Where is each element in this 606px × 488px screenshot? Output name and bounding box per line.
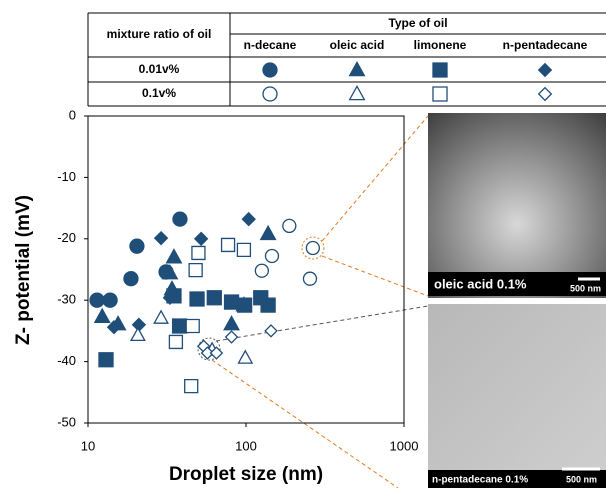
y-tick-label: 0 — [69, 107, 76, 122]
micrograph — [428, 113, 606, 298]
point — [242, 213, 255, 226]
point — [190, 292, 204, 306]
image-caption: n-pentadecane 0.1% — [432, 475, 528, 486]
point — [95, 309, 110, 322]
y-tick-label: -20 — [57, 230, 76, 245]
y-tick-label: -50 — [57, 414, 76, 429]
legend-marker — [433, 87, 447, 101]
image-caption: oleic acid 0.1% — [434, 276, 527, 291]
legend-oil: oleic acid — [330, 38, 385, 52]
legend-marker — [539, 88, 552, 101]
legend-marker — [539, 64, 552, 77]
legend-oil: limonene — [414, 38, 467, 52]
legend-marker — [350, 62, 365, 75]
point — [265, 325, 277, 337]
point — [306, 242, 319, 255]
point — [192, 246, 205, 259]
point — [238, 298, 252, 312]
y-tick-label: -30 — [57, 292, 76, 307]
micrograph — [428, 304, 606, 488]
point — [99, 353, 113, 367]
x-tick-label: 10 — [81, 438, 95, 453]
point — [130, 239, 144, 253]
callout-line — [322, 256, 428, 296]
legend-marker — [433, 63, 447, 77]
point — [303, 272, 316, 285]
point — [90, 293, 104, 307]
point — [283, 219, 296, 232]
point — [225, 295, 239, 309]
legend-marker — [350, 86, 365, 99]
point — [255, 264, 268, 277]
point — [189, 264, 202, 277]
point — [173, 212, 187, 226]
point — [103, 293, 117, 307]
point — [185, 380, 198, 393]
point — [131, 328, 145, 340]
point — [186, 319, 199, 332]
legend-header: Type of oil — [388, 16, 447, 30]
point — [207, 291, 221, 305]
point — [224, 316, 239, 329]
legend-marker — [263, 87, 277, 101]
y-axis-label: Z- potential (mV) — [13, 195, 34, 345]
point — [169, 335, 182, 348]
point — [222, 238, 235, 251]
legend-oil: n-pentadecane — [503, 38, 588, 52]
point — [238, 351, 252, 363]
point — [124, 272, 138, 286]
scale-label: 500 nm — [566, 474, 597, 484]
legend-header: mixture ratio of oil — [107, 27, 212, 41]
point — [265, 249, 278, 262]
point — [261, 226, 276, 239]
scale-label: 500 nm — [570, 283, 601, 293]
point — [167, 250, 182, 263]
point — [237, 243, 250, 256]
point — [154, 311, 168, 323]
legend-oil: n-decane — [244, 38, 297, 52]
point — [226, 331, 238, 343]
y-tick-label: -10 — [57, 169, 76, 184]
x-axis-label: Droplet size (nm) — [169, 464, 323, 485]
x-tick-label: 1000 — [390, 438, 419, 453]
point — [155, 232, 168, 245]
callout-line — [322, 116, 428, 241]
point — [195, 233, 208, 246]
point — [173, 319, 187, 333]
figure: oleic acid 0.1% 500 nm n-pentadecane 0.1… — [0, 0, 606, 488]
y-tick-label: -40 — [57, 353, 76, 368]
point — [261, 298, 275, 312]
legend-ratio: 0.01v% — [139, 62, 180, 76]
legend-marker — [263, 63, 277, 77]
x-tick-label: 100 — [235, 438, 257, 453]
page: {"chart_data": {"type": "scatter", "x_la… — [0, 0, 606, 488]
legend-ratio: 0.1v% — [142, 86, 176, 100]
